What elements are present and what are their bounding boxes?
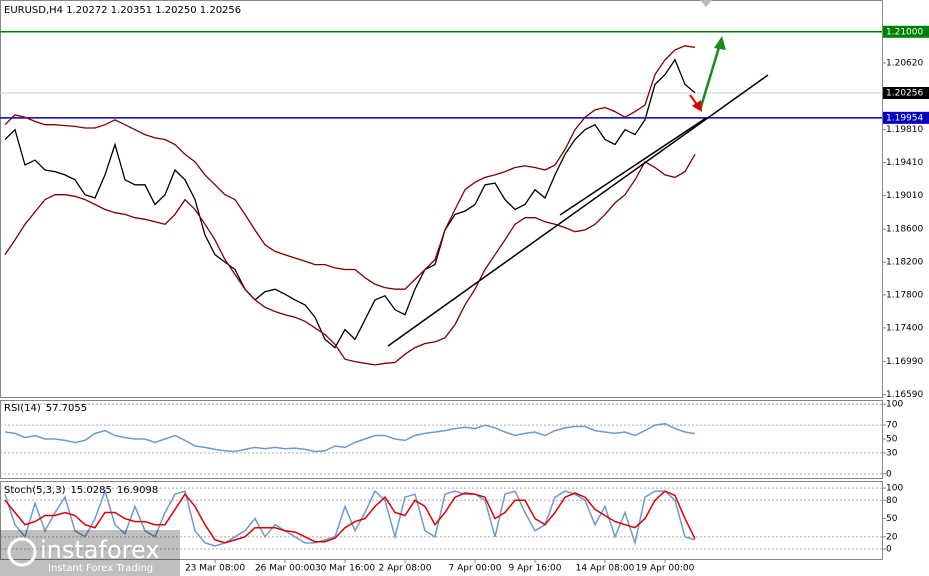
indicator-title: RSI(14) xyxy=(4,403,41,414)
series-line xyxy=(4,490,696,544)
y-tick-label: 1.18200 xyxy=(886,258,923,268)
y-tick-label: 1.19810 xyxy=(886,125,923,135)
x-tick-label: 23 Mar 08:00 xyxy=(185,564,245,574)
indicator-value: 57.7055 xyxy=(46,403,87,414)
x-tick-label: 30 Mar 16:00 xyxy=(315,564,375,574)
y-tick-label: 100 xyxy=(886,400,903,410)
series-line xyxy=(4,422,696,453)
y-tick-label: 0 xyxy=(886,545,892,555)
y-tick-label: 30 xyxy=(886,448,898,458)
x-tick-label: 2 Apr 08:00 xyxy=(379,564,432,574)
y-tick-label: 0 xyxy=(886,469,892,479)
y-tick-label: 50 xyxy=(886,514,898,524)
down-arrow-head xyxy=(692,100,702,112)
logo-icon xyxy=(7,537,37,567)
up-arrow xyxy=(698,43,722,111)
series-line xyxy=(4,45,696,290)
price-level-label: 1.20256 xyxy=(886,88,923,98)
y-tick-label: 20 xyxy=(886,532,898,542)
series-line xyxy=(4,58,696,349)
y-tick-label: 1.20620 xyxy=(886,59,923,69)
y-tick-label: 1.18600 xyxy=(886,225,923,235)
up-arrow-head xyxy=(714,36,726,50)
shift-marker xyxy=(700,0,712,7)
price-level-box xyxy=(883,111,929,124)
price-level-box xyxy=(883,25,929,38)
main-panel xyxy=(0,0,883,398)
x-tick-label: 9 Apr 16:00 xyxy=(509,564,562,574)
y-tick-label: 1.16990 xyxy=(886,357,923,367)
x-tick-label: 7 Apr 00:00 xyxy=(449,564,502,574)
y-tick-label: 80 xyxy=(886,496,898,506)
x-tick-label: 14 Apr 08:00 xyxy=(576,564,635,574)
price-level-label: 1.21000 xyxy=(886,27,923,37)
indicator-value: 15.0285 xyxy=(70,485,111,496)
y-tick-label: 1.16590 xyxy=(886,390,923,400)
logo-backdrop xyxy=(0,530,180,576)
y-tick-label: 1.17400 xyxy=(886,323,923,333)
trend-line xyxy=(387,74,769,347)
logo: instaforex Instant Forex Trading xyxy=(0,530,180,576)
x-tick-label: 19 Apr 00:00 xyxy=(636,564,695,574)
stoch-panel xyxy=(0,481,883,560)
series-line xyxy=(4,153,696,366)
plot-layer: 1.20620 1.19810 1.19410 1.19010 1.18600 1.182… xyxy=(0,25,929,574)
y-tick-label: 70 xyxy=(886,421,898,431)
series-line xyxy=(4,488,696,547)
y-tick-label: 1.19010 xyxy=(886,191,923,201)
y-tick-label: 1.19410 xyxy=(886,158,923,168)
x-tick-label: 26 Mar 00:00 xyxy=(255,564,315,574)
trend-line xyxy=(559,117,707,216)
price-level-label: 1.19954 xyxy=(886,113,923,123)
y-tick-label: 1.17800 xyxy=(886,291,923,301)
indicator-title: Stoch(5,3,3) xyxy=(4,485,66,496)
y-tick-label: 100 xyxy=(886,484,903,494)
indicator-value: 16.9098 xyxy=(117,485,158,496)
logo-tagline: Instant Forex Trading xyxy=(48,563,153,574)
y-tick-label: 50 xyxy=(886,435,898,445)
price-level-box xyxy=(883,86,929,99)
chart-header: EURUSD,H4 1.20272 1.20351 1.20250 1.2025… xyxy=(4,5,241,16)
logo-name: instaforex xyxy=(40,536,160,564)
